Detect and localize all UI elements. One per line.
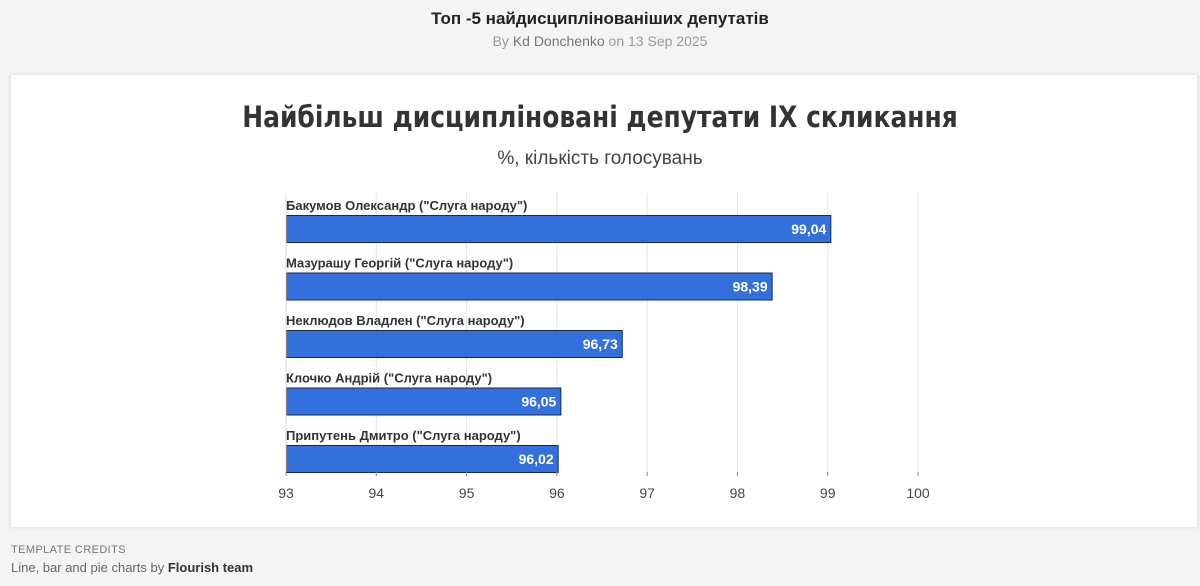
bar [286,445,559,473]
value-label: 98,39 [733,279,768,295]
byline: By Kd Donchenko on 13 Sep 2025 [0,33,1200,49]
category-label: Бакумов Олександр ("Слуга народу") [286,198,527,213]
bar [286,215,832,243]
value-label: 96,02 [519,451,554,467]
author-link[interactable]: Kd Donchenko [512,33,605,49]
x-tick-label: 98 [730,485,746,501]
category-label: Мазурашу Георгій ("Слуга народу") [286,256,513,271]
category-label: Клочко Андрій ("Слуга народу") [286,371,492,386]
x-tick-label: 100 [906,485,930,501]
chart-title: Найбільш дисципліновані депутати IX скли… [242,100,958,134]
category-label: Припутень Дмитро ("Слуга народу") [286,428,521,443]
category-label: Неклюдов Владлен ("Слуга народу") [286,313,525,328]
x-tick-label: 93 [278,485,294,501]
story-title: Топ -5 найдисциплінованіших депутатів [431,9,769,28]
x-tick-label: 95 [459,485,475,501]
value-label: 96,73 [583,336,618,352]
credits-text: Line, bar and pie charts by Flourish tea… [11,560,253,575]
credits-label: TEMPLATE CREDITS [11,544,126,556]
value-label: 96,05 [521,394,556,410]
value-label: 99,04 [791,221,826,237]
chart-card [11,75,1197,527]
bar [286,330,623,358]
x-tick-label: 96 [549,485,565,501]
page-header: Топ -5 найдисциплінованіших депутатів By… [0,0,1200,70]
footer: TEMPLATE CREDITS Line, bar and pie chart… [11,544,253,575]
x-tick-label: 94 [368,485,384,501]
credits-team-link[interactable]: Flourish team [167,560,254,575]
x-tick-label: 97 [639,485,655,501]
publish-date: 13 Sep 2025 [628,33,708,49]
bar [286,272,773,301]
chart-subtitle: %, кількість голосувань [497,148,703,169]
byline-prefix: By [492,33,509,49]
bar [286,387,562,416]
x-tick-label: 99 [820,485,836,501]
date-prefix: on [608,33,625,49]
credits-description: Line, bar and pie charts by [11,560,165,575]
